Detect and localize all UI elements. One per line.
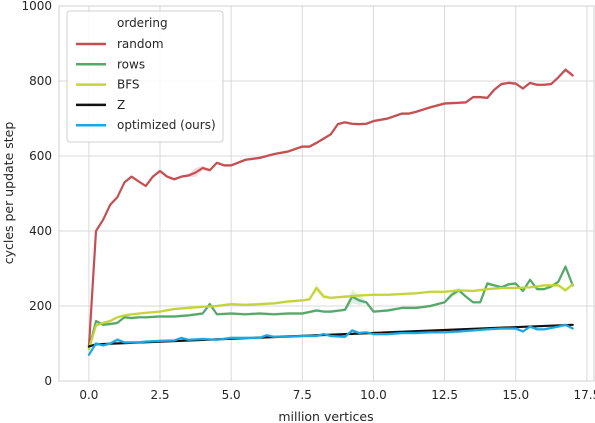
- y-tick-label: 200: [29, 299, 52, 313]
- legend-entry: optimized (ours): [117, 118, 216, 132]
- y-tick-label: 400: [29, 224, 52, 238]
- y-tick-label: 600: [29, 149, 52, 163]
- x-tick-label: 12.5: [431, 388, 458, 402]
- series-line: [87, 283, 574, 351]
- legend-entry: BFS: [117, 78, 140, 92]
- series-line: [87, 323, 574, 356]
- x-tick-label: 15.0: [502, 388, 529, 402]
- series-lines: [87, 68, 574, 356]
- y-tick-label: 800: [29, 74, 52, 88]
- x-tick-label: 10.0: [360, 388, 387, 402]
- x-axis-label: million vertices: [278, 409, 373, 423]
- x-tick-label: 5.0: [222, 388, 241, 402]
- legend-entry: Z: [117, 98, 125, 112]
- plot-frame: [58, 5, 595, 382]
- legend-entry: random: [117, 37, 164, 51]
- y-tick-label: 1000: [21, 0, 52, 13]
- y-axis-label: cycles per update step: [1, 122, 16, 265]
- x-tick-label: 7.5: [293, 388, 312, 402]
- y-tick-label: 0: [44, 374, 52, 388]
- legend-title: ordering: [117, 16, 168, 30]
- series-line: [87, 68, 574, 349]
- legend-entry: rows: [117, 57, 145, 71]
- series-line: [87, 265, 574, 351]
- x-tick-label: 0.0: [79, 388, 98, 402]
- tick-labels: 0.0 2.5 5.0 7.5 10.0 12.5 15.0 17.5 0 200 400 600 80…: [21, 0, 595, 402]
- x-tick-label: 2.5: [150, 388, 169, 402]
- x-tick-label: 17.5: [574, 388, 595, 402]
